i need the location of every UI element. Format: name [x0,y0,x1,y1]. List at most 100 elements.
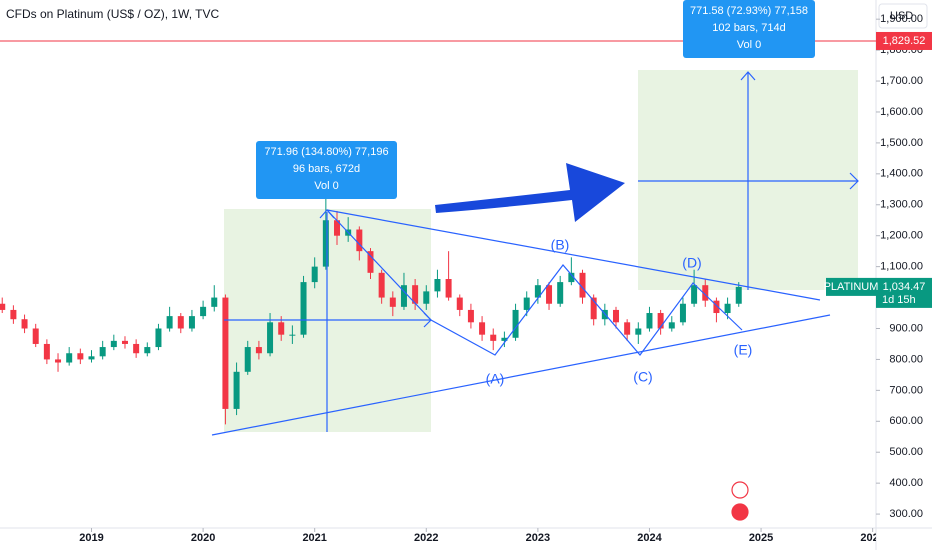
candle-body [612,309,619,323]
y-tick-label: 1,100.00 [880,261,923,273]
candle-body [501,337,508,341]
candle-body [244,347,251,372]
arrow-head [319,209,335,219]
x-axis: 2019 2020 2021 2022 2023 2024 2025 2026 [79,528,884,544]
x-tick-label: 2019 [79,532,103,544]
candle-body [679,303,686,323]
y-tick-label: 800.00 [889,353,923,365]
candle-body [99,347,106,357]
candle-body [177,316,184,329]
candle-body [121,340,128,344]
y-tick-label: 600.00 [889,415,923,427]
candle-body [166,316,173,329]
candle-body [467,309,474,323]
candle-body [334,220,341,236]
price-axis [876,0,932,550]
candle-body [456,297,463,310]
candle-body [423,291,430,304]
wave-label: (C) [633,369,652,385]
candle-body [657,313,664,329]
chart-title: CFDs on Platinum (US$ / OZ), 1W, TVC [6,7,219,21]
candle-body [702,285,709,301]
y-tick-label: 400.00 [889,477,923,489]
candle-body [311,266,318,283]
candle-body [724,303,731,314]
candle-body [378,272,385,298]
arrow-head [849,172,859,190]
measure-text: 96 bars, 672d [293,163,360,175]
candle-body [590,297,597,320]
event-icon [731,503,749,521]
drawings [211,71,859,521]
candle-body [322,220,329,267]
candle-body [668,322,675,329]
candle-body [0,303,6,310]
candle-body [21,319,28,329]
symbol-box [826,277,876,296]
candle-body [255,347,262,354]
y-tick-label: 300.00 [889,508,923,520]
x-tick-label: 2020 [191,532,215,544]
y-tick-label: 1,200.00 [880,230,923,242]
event-icon [731,481,749,499]
arrow-head [740,71,756,81]
candle-body [579,272,586,298]
candle-body [389,297,396,307]
wave-label: (B) [551,237,570,253]
candle-body [222,297,229,409]
measure-text: Vol 0 [737,39,761,51]
drawings [224,70,858,432]
y-tick-label: 700.00 [889,384,923,396]
candle-body [88,356,95,360]
wave-label: (D) [682,255,701,271]
candle-body [490,334,497,341]
y-tick-label: 1,900.00 [880,13,923,25]
candle-body [267,322,274,354]
candle-body [691,285,698,304]
candle-body [211,297,218,307]
candle-body [523,297,530,310]
price-line-label-box [876,31,932,50]
y-tick-label: 1,600.00 [880,106,923,118]
y-tick-label: 1,700.00 [880,75,923,87]
measure-text: 771.58 (72.93%) 77,158 [690,5,808,17]
candle-body [434,279,441,292]
measure-box [683,0,815,58]
candle-body [188,316,195,329]
big-arrow [435,163,625,222]
candle-body [32,328,39,344]
y-tick-label: 1,300.00 [880,199,923,211]
candle-body [133,343,140,354]
candle-body [289,334,296,336]
wave-label: (A) [486,371,505,387]
x-tick-label: 2024 [637,532,662,544]
measure-box [256,141,397,199]
x-tick-label: 2022 [414,532,438,544]
y-tick-label: 1,400.00 [880,168,923,180]
candle-body [367,251,374,273]
last-price-box [876,277,932,308]
candle-body [412,285,419,304]
candle-body [713,300,720,314]
x-tick-label: 2025 [749,532,773,544]
wave-label: (E) [734,342,753,358]
currency-box[interactable] [878,3,928,29]
candle-body [400,285,407,307]
candle-body [77,353,84,360]
countdown: 1d 15h [882,294,916,306]
symbol-label: PLATINUM [824,281,879,293]
price-line-label: 1,829.52 [883,35,926,47]
candles [0,192,742,425]
candle-body [110,340,117,348]
arrow-head [423,312,432,328]
x-tick-label: 2026 [860,532,884,544]
candle-body [233,371,240,409]
candle-body [635,328,642,335]
candle-body [356,229,363,252]
candle-body [144,347,151,354]
candle-body [557,282,564,304]
x-tick-label: 2021 [302,532,326,544]
candle-body [66,353,73,363]
currency[interactable]: USD [890,10,913,22]
